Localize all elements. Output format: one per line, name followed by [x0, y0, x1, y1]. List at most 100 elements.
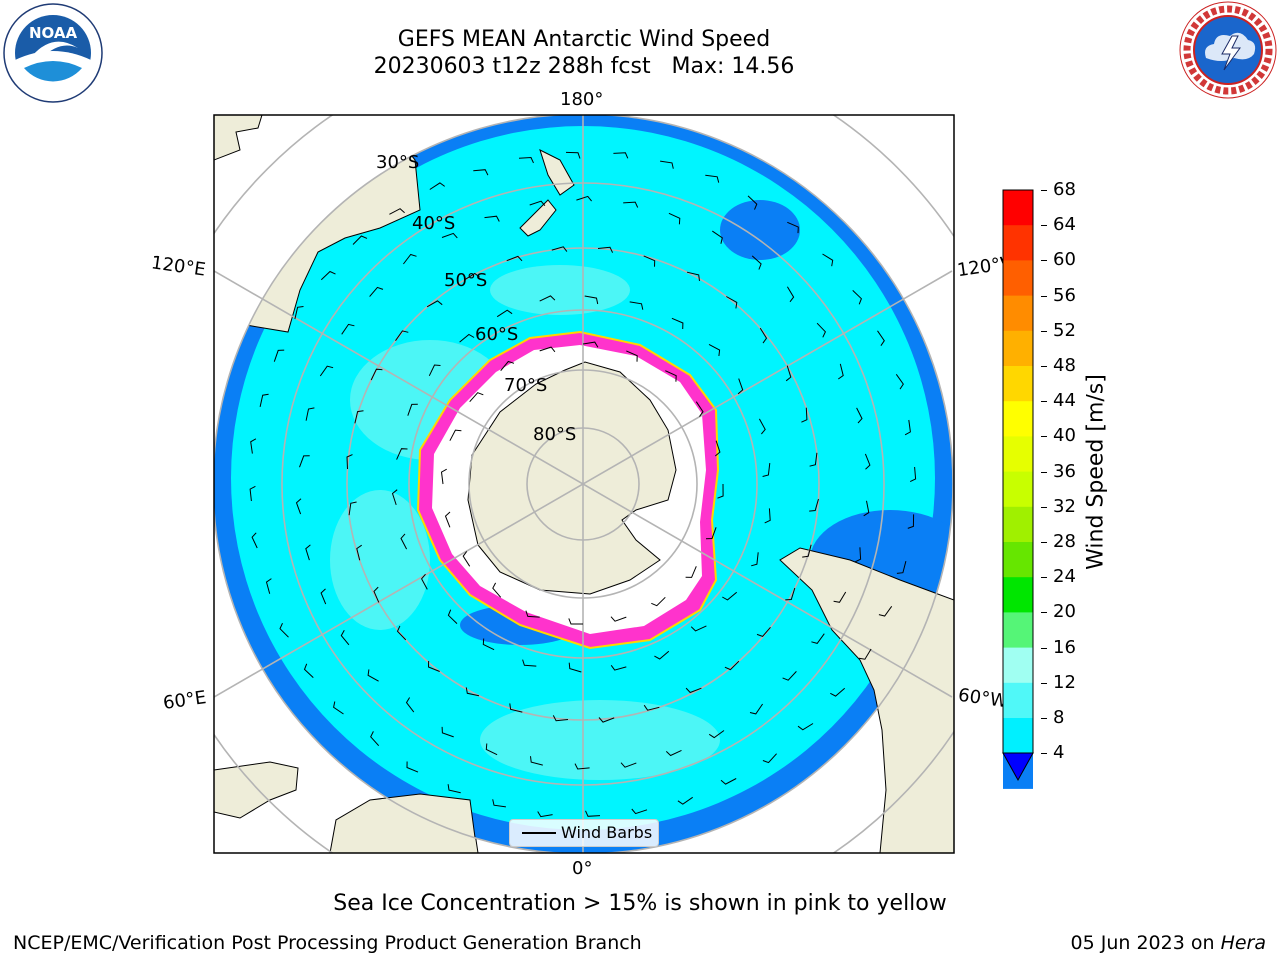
wind-barb [762, 753, 777, 764]
colorbar-box [1003, 190, 1033, 226]
wind-barb [529, 200, 546, 207]
wind-barb [405, 697, 415, 713]
national-weather-service-logo [1179, 1, 1277, 99]
wind-barb [724, 660, 740, 671]
wind-barb [610, 665, 627, 671]
wind-barb [858, 648, 872, 660]
colorbar-tick-label: 28 [1053, 531, 1076, 552]
colorbar-tick-label: 20 [1053, 601, 1076, 623]
colorbar-box [1003, 295, 1033, 332]
wind-barb [690, 625, 707, 632]
wind-barb [440, 468, 447, 485]
wind-barb [370, 731, 380, 747]
colorbar-tick-mark [1041, 295, 1047, 297]
ocean-disk [214, 115, 953, 853]
wind-barb [522, 659, 537, 667]
colorbar-box [1003, 260, 1033, 297]
map-frame [213, 114, 955, 854]
wind-barb [620, 762, 637, 768]
wind-barb [492, 799, 506, 808]
wind-barb [787, 221, 799, 234]
colorbar-tick-mark [1041, 612, 1047, 614]
wind-barb [643, 255, 656, 267]
colorbar-tick-mark [1041, 718, 1047, 719]
colorbar-box [1003, 401, 1033, 437]
wind-barb [830, 687, 846, 697]
wind-barb [496, 309, 513, 318]
wind-barb [265, 578, 272, 594]
colorbar-box [1003, 366, 1033, 402]
wind-barb [319, 365, 334, 377]
wind-barb [726, 296, 738, 309]
lon-label-180: 180° [560, 89, 604, 110]
colorbar-box [1003, 506, 1033, 543]
colorbar-tick-mark [1041, 647, 1047, 649]
wind-barb [539, 346, 556, 353]
wind-barb [764, 508, 771, 524]
colorbar-tick-mark [1041, 225, 1047, 227]
wind-barb [802, 544, 812, 558]
wind-barb [574, 763, 590, 770]
credit-text: NCEP/EMC/Verification Post Processing Pr… [13, 932, 642, 954]
wind-barb [320, 588, 327, 605]
svg-text:NOAA: NOAA [29, 24, 78, 42]
colorbar [1002, 189, 1034, 789]
wind-barb [749, 703, 764, 715]
wind-barb [518, 156, 534, 164]
wind-barb [320, 270, 336, 281]
colorbar-tick-label: 12 [1053, 671, 1076, 693]
wind-barb [751, 255, 762, 270]
wind-barb [441, 232, 458, 239]
wind-barb [904, 419, 911, 436]
colorbar-tick-mark [1041, 260, 1047, 262]
wind-barb [367, 669, 379, 682]
wind-barb [809, 452, 818, 467]
wind-barb [485, 743, 498, 756]
wind-barb [403, 253, 417, 265]
wind-barb [391, 489, 398, 506]
wind-barb [346, 454, 353, 470]
colorbar-box [1003, 612, 1033, 649]
colorbar-extend-arrow [1002, 752, 1034, 782]
wind-barb [665, 749, 682, 757]
wind-barb [782, 671, 797, 681]
colorbar-tick-mark [1041, 577, 1047, 579]
wind-barb [444, 511, 451, 528]
colorbar-box [1003, 647, 1033, 684]
colorbar-tick-label: 56 [1053, 284, 1076, 306]
wind-barb [370, 368, 383, 381]
wind-barb [447, 784, 461, 794]
wind-barb [506, 255, 523, 262]
wind-barb [407, 403, 418, 416]
host-name: Hera [1220, 932, 1266, 954]
wind-barb [273, 349, 285, 362]
colorbar-tick-mark [1041, 330, 1047, 332]
wind-barb [686, 271, 700, 281]
wind-barb [909, 466, 917, 483]
colorbar-label: Wind Speed [m/s] [1083, 374, 1109, 570]
graticule [214, 115, 954, 853]
wind-barb [369, 286, 384, 297]
wind-barb [340, 630, 350, 646]
colorbar-tick-mark [1041, 471, 1047, 473]
colorbar-tick-mark [1041, 366, 1047, 367]
lat-label-80s: 80°S [533, 424, 577, 445]
colorbar-tick-label: 48 [1053, 355, 1076, 376]
wind-barb [651, 596, 666, 607]
wind-barb [259, 393, 269, 408]
legend-label: Wind Barbs [561, 823, 653, 842]
wind-barb [428, 364, 441, 377]
map-legend: Wind Barbs [509, 819, 659, 847]
wind-barb [907, 514, 915, 529]
wind-barb [584, 295, 599, 305]
wind-barb [465, 687, 480, 697]
wind-barb [714, 440, 721, 457]
wind-barb [469, 392, 484, 403]
wind-barb [822, 253, 834, 267]
wind-barb [852, 290, 862, 305]
colorbar-box [1003, 682, 1033, 719]
colorbar-box [1003, 577, 1033, 613]
lat-label-50s: 50°S [444, 270, 488, 291]
colorbar-tick-label: 4 [1053, 742, 1065, 764]
wind-barb [643, 704, 660, 711]
